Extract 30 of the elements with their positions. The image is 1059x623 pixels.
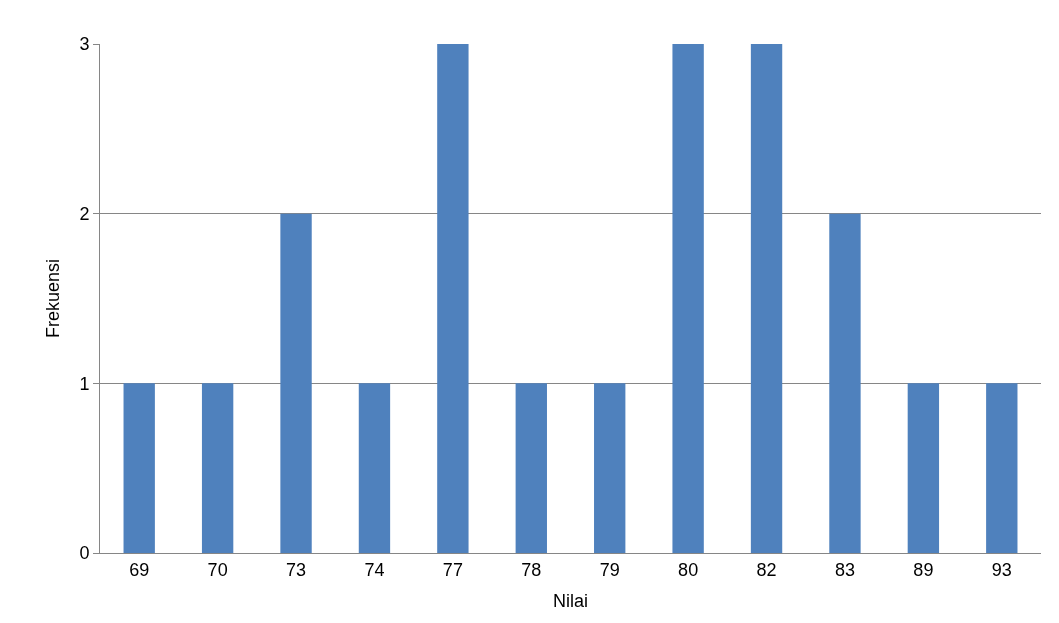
x-tick-label: 79	[599, 559, 620, 580]
x-tick-label: 73	[286, 559, 307, 580]
y-tick-label: 3	[79, 34, 90, 55]
x-tick-label: 82	[756, 559, 777, 580]
x-tick-label: 74	[364, 559, 385, 580]
x-tick-label: 83	[834, 559, 855, 580]
bar	[280, 213, 312, 553]
x-tick-label: 70	[207, 559, 228, 580]
x-tick-label: 69	[129, 559, 150, 580]
x-tick-label: 80	[678, 559, 699, 580]
bar	[515, 383, 547, 553]
bar	[594, 383, 626, 553]
bar	[829, 213, 861, 553]
bar	[750, 44, 783, 553]
y-tick-label: 1	[79, 373, 90, 394]
x-tick-label: 89	[913, 559, 934, 580]
bar	[907, 383, 940, 553]
x-tick-label: 78	[521, 559, 542, 580]
y-tick-label: 0	[79, 543, 90, 564]
bar	[123, 383, 155, 553]
bar	[437, 44, 469, 553]
y-tick-label: 2	[79, 203, 90, 224]
bar	[986, 383, 1018, 553]
x-tick-label: 93	[991, 559, 1012, 580]
x-axis-title: Nilai	[552, 590, 589, 611]
bar	[358, 383, 391, 553]
bar	[201, 383, 234, 553]
x-tick-label: 77	[442, 559, 463, 580]
bar	[672, 44, 704, 553]
y-axis-title: Frekuensi	[42, 258, 63, 339]
